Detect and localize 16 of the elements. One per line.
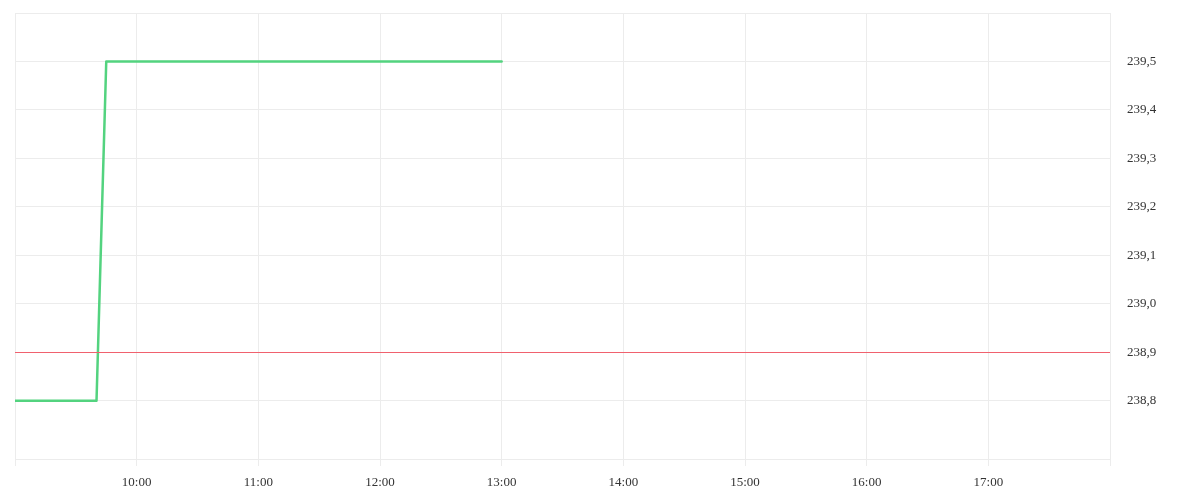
x-tick-label: 15:00 — [730, 474, 760, 490]
x-tick-label: 16:00 — [851, 474, 882, 490]
x-tick-label: 14:00 — [608, 474, 639, 490]
x-tick-label: 10:00 — [121, 474, 152, 490]
y-tick-label: 238,8 — [1127, 392, 1157, 408]
y-tick-label: 239,4 — [1127, 101, 1157, 117]
y-tick-label: 239,3 — [1127, 149, 1157, 165]
x-tick-label: 11:00 — [243, 474, 273, 490]
y-tick-label: 238,9 — [1127, 343, 1157, 359]
y-tick-label: 239,5 — [1127, 52, 1157, 68]
x-tick-label: 12:00 — [365, 474, 395, 490]
y-tick-label: 239,2 — [1127, 198, 1157, 214]
x-tick-label: 13:00 — [486, 474, 517, 490]
x-tick-label: 17:00 — [973, 474, 1004, 490]
y-tick-label: 239,1 — [1127, 246, 1157, 262]
y-tick-label: 239,0 — [1127, 295, 1157, 311]
